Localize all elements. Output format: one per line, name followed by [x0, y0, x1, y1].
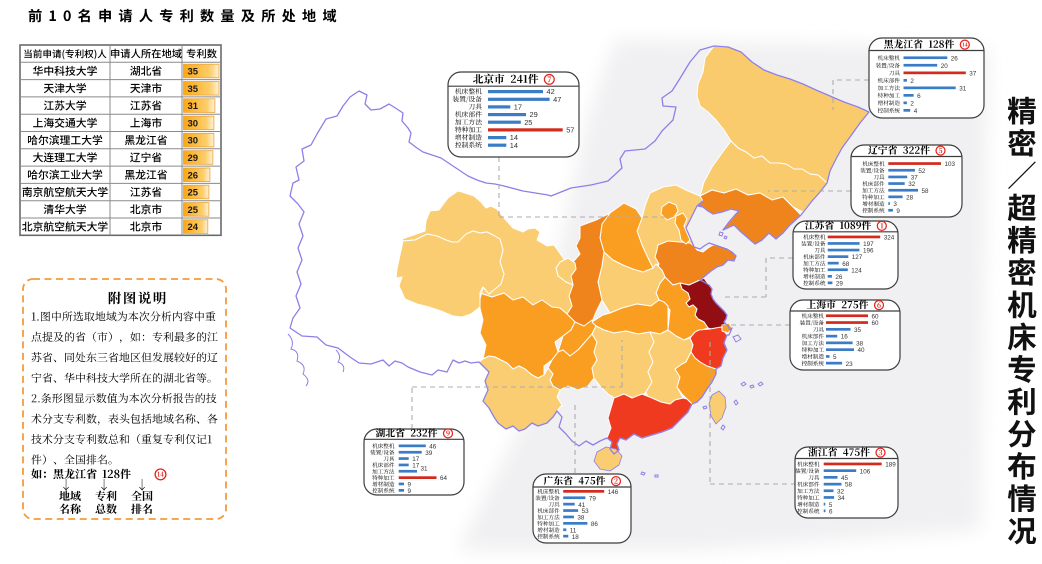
svg-text:39: 39	[425, 450, 433, 457]
svg-text:2: 2	[910, 78, 914, 85]
svg-text:68: 68	[842, 261, 850, 268]
svg-text:103: 103	[945, 161, 956, 168]
svg-text:26: 26	[188, 170, 199, 181]
svg-text:53: 53	[582, 508, 590, 515]
svg-text:124: 124	[851, 267, 862, 274]
svg-text:324: 324	[884, 235, 895, 242]
svg-text:86: 86	[591, 521, 599, 528]
svg-text:32: 32	[837, 488, 845, 495]
svg-text:2: 2	[910, 100, 914, 107]
svg-text:58: 58	[922, 188, 930, 195]
svg-text:9: 9	[408, 488, 412, 495]
svg-text:25: 25	[524, 118, 532, 127]
svg-text:29: 29	[188, 153, 199, 164]
svg-text:26: 26	[951, 55, 959, 62]
svg-text:20: 20	[941, 63, 949, 70]
svg-text:127: 127	[852, 254, 863, 261]
svg-text:16: 16	[841, 334, 849, 341]
svg-text:34: 34	[838, 495, 846, 502]
svg-text:45: 45	[841, 475, 849, 482]
svg-text:29: 29	[530, 110, 538, 119]
svg-text:26: 26	[835, 274, 843, 281]
svg-text:6: 6	[829, 509, 833, 516]
svg-text:37: 37	[969, 70, 977, 77]
svg-text:9: 9	[408, 482, 412, 489]
svg-text:4: 4	[914, 108, 918, 115]
svg-text:31: 31	[959, 85, 967, 92]
svg-text:9: 9	[896, 208, 900, 215]
svg-text:37: 37	[911, 175, 919, 182]
svg-text:41: 41	[578, 502, 586, 509]
svg-text:29: 29	[836, 281, 844, 288]
svg-text:25: 25	[188, 188, 199, 199]
svg-text:52: 52	[918, 168, 926, 175]
svg-text:79: 79	[589, 495, 597, 502]
svg-text:24: 24	[188, 222, 199, 233]
svg-text:196: 196	[863, 248, 874, 255]
svg-text:14: 14	[510, 133, 518, 142]
svg-text:57: 57	[566, 126, 574, 135]
svg-text:32: 32	[908, 181, 916, 188]
svg-text:5: 5	[829, 502, 833, 509]
svg-text:31: 31	[421, 466, 429, 473]
svg-text:31: 31	[188, 101, 199, 112]
svg-text:30: 30	[188, 118, 199, 129]
svg-text:189: 189	[885, 462, 896, 469]
svg-text:25: 25	[188, 205, 199, 216]
svg-text:60: 60	[872, 320, 880, 327]
svg-text:47: 47	[553, 95, 561, 104]
svg-text:40: 40	[858, 347, 866, 354]
svg-text:38: 38	[577, 515, 585, 522]
svg-text:58: 58	[845, 482, 853, 489]
svg-text:146: 146	[608, 489, 619, 496]
svg-text:35: 35	[188, 67, 199, 78]
svg-text:106: 106	[860, 468, 871, 475]
svg-text:42: 42	[547, 87, 555, 96]
svg-text:23: 23	[846, 361, 854, 368]
svg-text:64: 64	[440, 475, 448, 482]
svg-text:38: 38	[856, 341, 864, 348]
svg-text:30: 30	[188, 136, 199, 147]
svg-text:46: 46	[429, 444, 437, 451]
svg-text:17: 17	[412, 456, 420, 463]
svg-text:35: 35	[188, 84, 199, 95]
svg-text:14: 14	[510, 141, 518, 150]
svg-text:18: 18	[572, 534, 580, 541]
svg-text:197: 197	[863, 241, 874, 248]
svg-text:60: 60	[872, 313, 880, 320]
svg-text:6: 6	[917, 93, 921, 100]
svg-text:3: 3	[893, 201, 897, 208]
svg-text:35: 35	[854, 327, 862, 334]
svg-text:5: 5	[833, 354, 837, 361]
svg-text:17: 17	[412, 463, 420, 470]
svg-text:28: 28	[906, 195, 914, 202]
svg-text:11: 11	[570, 527, 577, 534]
svg-text:17: 17	[514, 103, 522, 112]
